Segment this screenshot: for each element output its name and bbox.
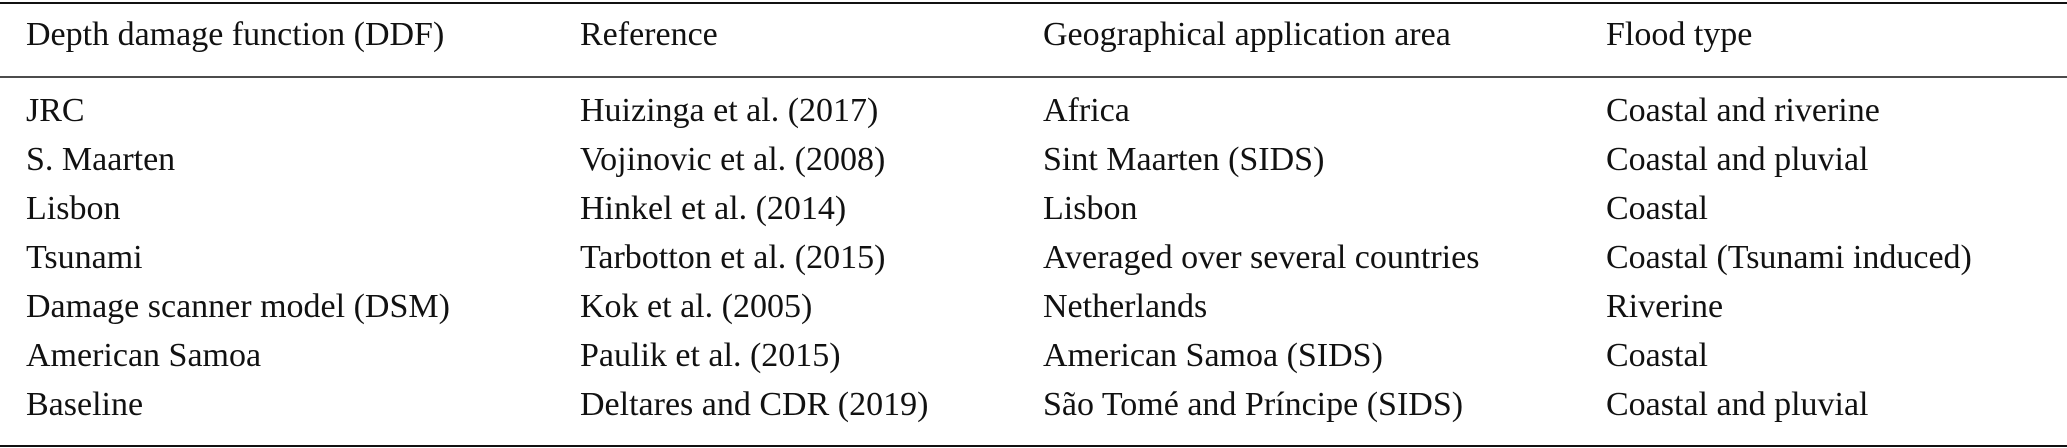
table-cell: Sint Maarten (SIDS) [1043, 141, 1324, 178]
table-cell: Hinkel et al. (2014) [580, 190, 846, 227]
table-cell: Paulik et al. (2015) [580, 337, 841, 374]
table-cell: Tsunami [26, 239, 143, 276]
table-cell: Deltares and CDR (2019) [580, 386, 928, 423]
table-cell: Coastal [1606, 190, 1708, 227]
table-cell: Baseline [26, 386, 143, 423]
table-cell: Kok et al. (2005) [580, 288, 812, 325]
table-cell: Lisbon [26, 190, 120, 227]
table-cell: São Tomé and Príncipe (SIDS) [1043, 386, 1463, 423]
header-cell: Depth damage function (DDF) [26, 16, 444, 53]
table-cell: Huizinga et al. (2017) [580, 92, 878, 129]
table-cell: Coastal and riverine [1606, 92, 1880, 129]
table-cell: S. Maarten [26, 141, 175, 178]
header-cell: Flood type [1606, 16, 1752, 53]
table-cell: Coastal and pluvial [1606, 141, 1869, 178]
table-cell: Coastal (Tsunami induced) [1606, 239, 1972, 276]
table-cell: Coastal [1606, 337, 1708, 374]
table-cell: American Samoa [26, 337, 261, 374]
header-cell: Geographical application area [1043, 16, 1451, 53]
table-cell: JRC [26, 92, 85, 129]
table-cell: Netherlands [1043, 288, 1207, 325]
table-cell: Damage scanner model (DSM) [26, 288, 450, 325]
table-cell: American Samoa (SIDS) [1043, 337, 1383, 374]
table-cell: Tarbotton et al. (2015) [580, 239, 885, 276]
table-cell: Riverine [1606, 288, 1723, 325]
table-cell: Coastal and pluvial [1606, 386, 1869, 423]
table-cell: Vojinovic et al. (2008) [580, 141, 885, 178]
table-cell: Lisbon [1043, 190, 1137, 227]
header-cell: Reference [580, 16, 718, 53]
table-cell: Africa [1043, 92, 1130, 129]
table-cell: Averaged over several countries [1043, 239, 1479, 276]
